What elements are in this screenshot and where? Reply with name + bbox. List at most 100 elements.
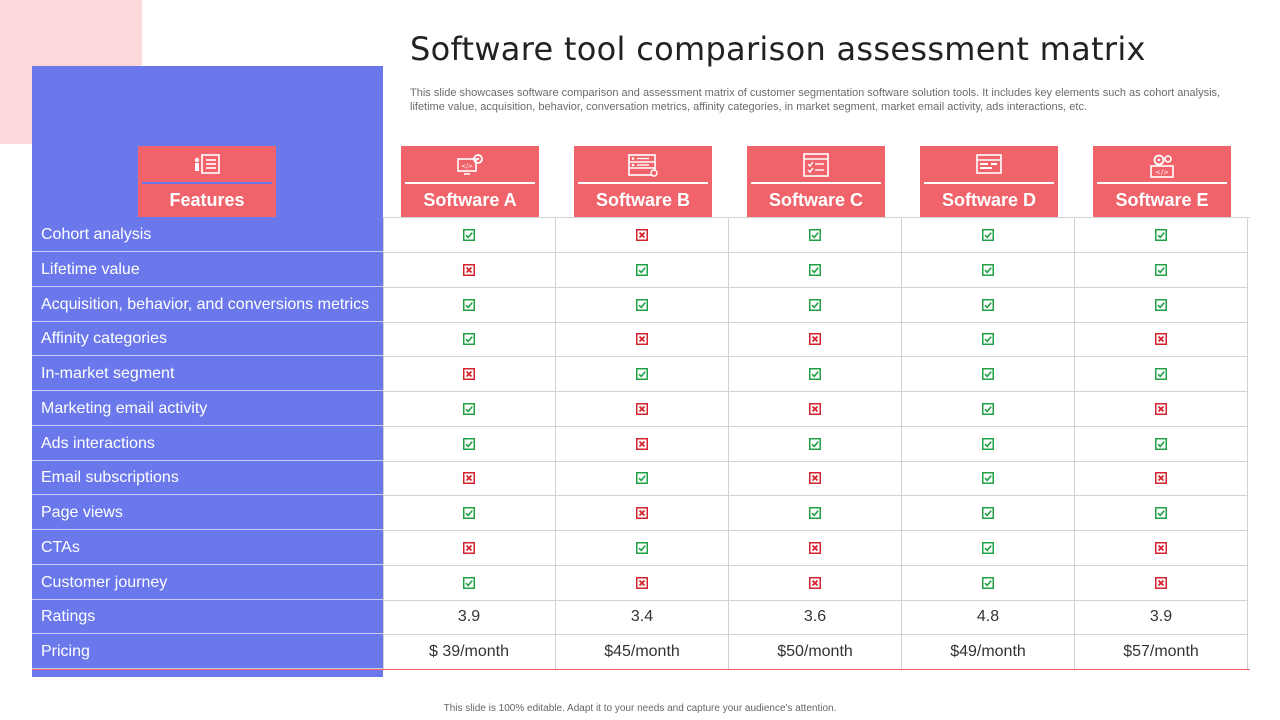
header-label: Software B: [595, 190, 691, 210]
check-icon: [383, 426, 556, 462]
check-icon: [383, 496, 556, 531]
header-label: Features: [169, 190, 245, 210]
checklist-document-icon: [747, 153, 885, 177]
feature-label: Ratings: [32, 600, 383, 635]
header-divider: [405, 182, 535, 184]
check-icon: [729, 218, 902, 253]
header-divider: [751, 182, 881, 184]
cross-icon: [1075, 530, 1248, 566]
header-software-b: Software B: [574, 146, 712, 217]
svg-text:</>: </>: [1155, 169, 1169, 177]
feature-label: Pricing: [32, 635, 383, 669]
feature-label: Cohort analysis: [32, 218, 383, 252]
cross-icon: [1075, 565, 1248, 601]
cross-icon: [556, 565, 729, 601]
feature-label: Page views: [32, 496, 383, 530]
header-divider: [142, 182, 272, 184]
check-icon: [729, 426, 902, 462]
check-icon: [1075, 426, 1248, 462]
gear-code-monitor-icon: </>: [401, 153, 539, 177]
check-icon: [1075, 218, 1248, 253]
browser-window-icon: [920, 153, 1058, 177]
header-label: Software C: [768, 190, 864, 210]
header-label: Software D: [941, 190, 1037, 210]
check-icon: [902, 218, 1075, 253]
footer-note: This slide is 100% editable. Adapt it to…: [443, 703, 837, 714]
header-software-e: </> Software E: [1093, 146, 1231, 217]
check-icon: [556, 530, 729, 566]
feature-label: Email subscriptions: [32, 461, 383, 496]
matrix-value-cell: 3.4: [556, 600, 729, 636]
header-software-d: Software D: [920, 146, 1058, 217]
check-icon: [902, 530, 1075, 566]
check-icon: [729, 496, 902, 531]
feature-label: Acquisition, behavior, and conversions m…: [32, 288, 383, 322]
header-software-a: </> Software A: [401, 146, 539, 217]
features-list-icon: [138, 153, 276, 177]
check-icon: [902, 565, 1075, 601]
check-icon: [902, 461, 1075, 497]
matrix-value-cell: $ 39/month: [383, 635, 556, 670]
matrix-value-cell: $50/month: [729, 635, 902, 670]
header-software-c: Software C: [747, 146, 885, 217]
header-divider: [578, 182, 708, 184]
header-label: Software E: [1115, 190, 1209, 210]
feature-label: Lifetime value: [32, 253, 383, 287]
check-icon: [902, 496, 1075, 531]
cross-icon: [383, 357, 556, 392]
cross-icon: [729, 322, 902, 358]
check-icon: [556, 461, 729, 497]
matrix-value-cell: $45/month: [556, 635, 729, 670]
check-icon: [383, 565, 556, 601]
check-icon: [383, 218, 556, 253]
cross-icon: [556, 391, 729, 427]
cross-icon: [383, 461, 556, 497]
cross-icon: [556, 218, 729, 253]
check-icon: [729, 357, 902, 392]
matrix-value-cell: $57/month: [1075, 635, 1248, 670]
cross-icon: [1075, 391, 1248, 427]
check-icon: [902, 357, 1075, 392]
check-icon: [902, 391, 1075, 427]
header-divider: [1097, 182, 1227, 184]
check-icon: [1075, 287, 1248, 323]
page-title: Software tool comparison assessment matr…: [410, 30, 1146, 68]
cross-icon: [1075, 461, 1248, 497]
check-icon: [902, 287, 1075, 323]
page-subtitle: This slide showcases software comparison…: [410, 87, 1221, 113]
check-icon: [729, 252, 902, 288]
cross-icon: [729, 461, 902, 497]
matrix-value-cell: 3.9: [383, 600, 556, 636]
header-features: Features: [138, 146, 276, 217]
cross-icon: [383, 530, 556, 566]
cross-icon: [556, 426, 729, 462]
cross-icon: [556, 496, 729, 531]
check-icon: [729, 287, 902, 323]
cross-icon: [729, 565, 902, 601]
gears-code-icon: </>: [1093, 153, 1231, 178]
check-icon: [902, 426, 1075, 462]
check-icon: [383, 322, 556, 358]
feature-label: CTAs: [32, 531, 383, 565]
server-rack-icon: [574, 153, 712, 177]
feature-label: Affinity categories: [32, 322, 383, 357]
matrix-value-cell: 4.8: [902, 600, 1075, 636]
check-icon: [902, 322, 1075, 358]
feature-label: In-market segment: [32, 357, 383, 391]
matrix-value-cell: $49/month: [902, 635, 1075, 670]
feature-label: Ads interactions: [32, 427, 383, 461]
check-icon: [902, 252, 1075, 288]
cross-icon: [729, 391, 902, 427]
check-icon: [383, 391, 556, 427]
feature-label: Marketing email activity: [32, 392, 383, 426]
check-icon: [556, 357, 729, 392]
check-icon: [556, 252, 729, 288]
header-label: Software A: [423, 190, 517, 210]
grid-left-border: [383, 217, 384, 670]
cross-icon: [1075, 322, 1248, 358]
check-icon: [1075, 496, 1248, 531]
cross-icon: [556, 322, 729, 358]
feature-label: Customer journey: [32, 566, 383, 600]
matrix-value-cell: 3.6: [729, 600, 902, 636]
header-divider: [924, 182, 1054, 184]
